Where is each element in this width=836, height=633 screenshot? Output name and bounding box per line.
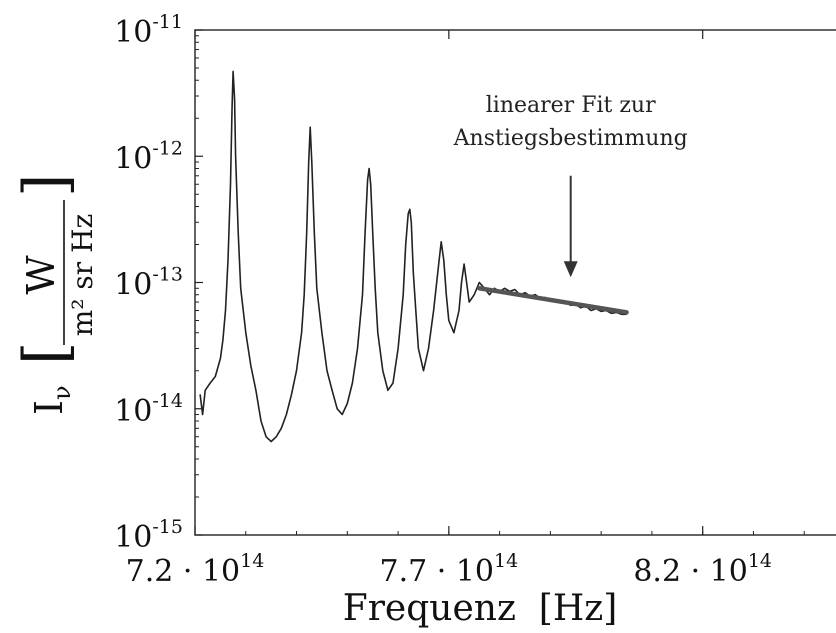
x-axis-label: Frequenz [Hz] [343,588,618,629]
y-axis-subscript: ν [48,385,76,400]
fit-layer [477,286,629,315]
y-axis-unit-denominator: m² sr Hz [66,214,99,337]
y-axis-bracket-right: ] [11,174,81,197]
annotation-text-line: linearer Fit zur [486,93,656,118]
x-tick-label: 8.2 · 1014 [633,550,772,589]
x-tick-label: 7.2 · 1014 [126,550,265,589]
y-axis: 10-11 10-12 10-13 10-14 10-15 [114,11,203,555]
annotation-arrow-head [563,261,578,278]
y-axis-label: Iν [ W m² sr Hz ] [11,174,99,415]
x-axis: 7.2 · 1014 7.7 · 1014 8.2 · 1014 [126,30,805,589]
y-axis-symbol: I [27,400,71,415]
x-tick-label: 7.7 · 1014 [380,550,519,589]
svg-text:Iν: Iν [27,385,76,415]
y-tick-label: 10-12 [114,137,183,176]
annotation-text-line: Anstiegsbestimmung [453,126,688,151]
y-tick-label: 10-11 [114,11,183,50]
y-tick-label: 10-14 [114,390,183,429]
fit-line [477,286,629,315]
y-tick-label: 10-13 [114,264,183,303]
y-tick-label: 10-15 [114,516,183,555]
y-axis-bracket-left: [ [11,342,81,365]
y-axis-unit-numerator: W [19,255,63,294]
annotation-layer: linearer Fit zur Anstiegsbestimmung [453,93,688,278]
